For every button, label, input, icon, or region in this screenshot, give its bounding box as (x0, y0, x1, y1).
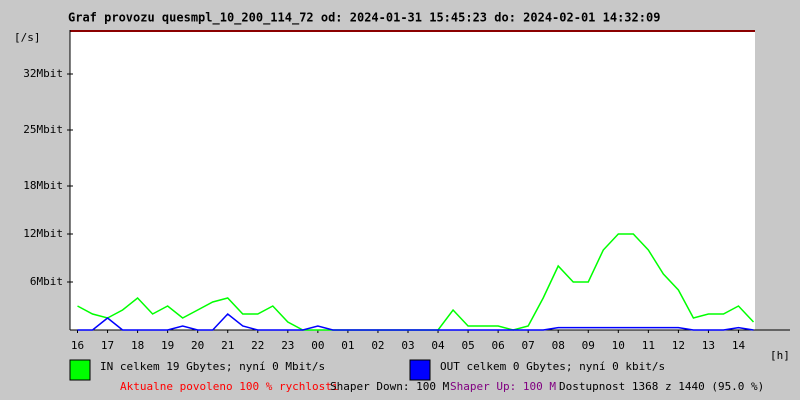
x-tick-label: 19 (161, 339, 174, 352)
x-tick-label: 04 (431, 339, 445, 352)
chart-title: Graf provozu quesmpl_10_200_114_72 od: 2… (68, 11, 660, 26)
note: Shaper Down: 100 M (330, 380, 450, 393)
plot-area (70, 30, 755, 330)
x-tick-label: 00 (311, 339, 324, 352)
x-tick-label: 07 (522, 339, 535, 352)
y-tick-label: 18Mbit (23, 179, 63, 192)
x-axis-label: [h] (770, 349, 790, 362)
y-axis-label: [/s] (14, 31, 41, 44)
legend-entry: OUT celkem 0 Gbytes; nyní 0 kbit/s (440, 360, 665, 373)
note: Aktualne povoleno 100 % rychlosti (120, 380, 339, 393)
x-tick-label: 02 (371, 339, 384, 352)
x-tick-label: 23 (281, 339, 294, 352)
y-tick-label: 25Mbit (23, 123, 63, 136)
x-tick-label: 20 (191, 339, 204, 352)
x-tick-label: 10 (612, 339, 625, 352)
x-tick-label: 17 (101, 339, 114, 352)
x-tick-label: 12 (672, 339, 685, 352)
y-tick-label: 32Mbit (23, 67, 63, 80)
x-tick-label: 01 (341, 339, 354, 352)
series-line (77, 312, 754, 331)
x-tick-label: 21 (221, 339, 234, 352)
y-tick-label: 12Mbit (23, 227, 63, 240)
x-tick-label: 09 (582, 339, 595, 352)
legend-swatch (409, 359, 431, 381)
x-tick-label: 16 (71, 339, 84, 352)
x-tick-label: 03 (401, 339, 414, 352)
y-tick-label: 6Mbit (30, 275, 63, 288)
x-tick-label: 14 (732, 339, 746, 352)
note: Shaper Up: 100 M (450, 380, 556, 393)
note: Dostupnost 1368 z 1440 (95.0 %) (559, 380, 764, 393)
x-tick-label: 06 (492, 339, 505, 352)
x-tick-label: 08 (552, 339, 565, 352)
x-tick-label: 22 (251, 339, 264, 352)
legend-swatch (69, 359, 91, 381)
x-tick-label: 05 (461, 339, 474, 352)
x-tick-label: 11 (642, 339, 655, 352)
x-tick-label: 18 (131, 339, 144, 352)
x-tick-label: 13 (702, 339, 715, 352)
legend-entry: IN celkem 19 Gbytes; nyní 0 Mbit/s (100, 360, 325, 373)
